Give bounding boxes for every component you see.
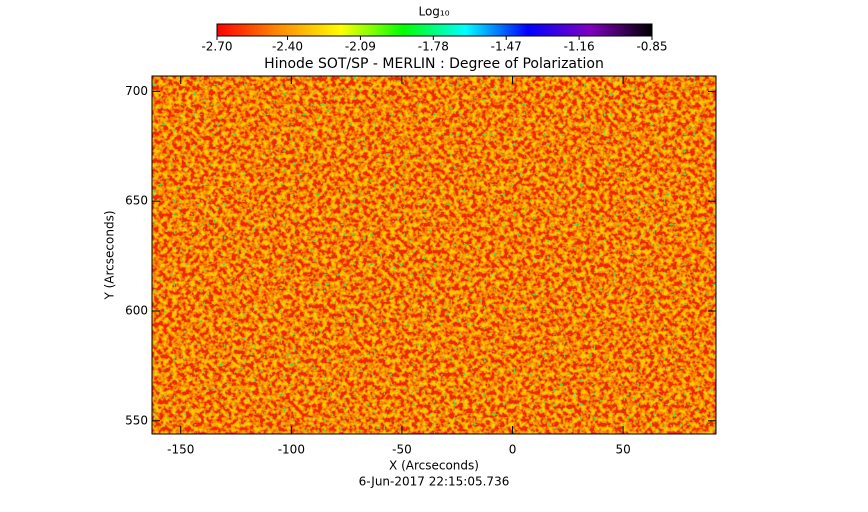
chart-title: Hinode SOT/SP - MERLIN : Degree of Polar… [264, 56, 604, 72]
colorbar-tick-label: -1.47 [491, 40, 522, 54]
y-tick-label: 700 [125, 84, 148, 98]
colorbar-tick-label: -2.70 [201, 40, 232, 54]
x-axis-label: X (Arcseconds) [389, 459, 479, 473]
y-tick-label: 600 [125, 304, 148, 318]
colorbar-tick-label: -1.78 [418, 40, 449, 54]
y-tick-label: 550 [125, 413, 148, 427]
colorbar [216, 23, 653, 37]
y-tick-label: 650 [125, 194, 148, 208]
x-tick-label: -100 [278, 443, 305, 457]
colorbar-tick-label: -2.40 [272, 40, 303, 54]
x-tick-label: -50 [392, 443, 412, 457]
plot-frame [151, 75, 717, 435]
colorbar-label: Log₁₀ [418, 5, 449, 19]
colorbar-tick-label: -0.85 [636, 40, 667, 54]
x-tick-label: -150 [167, 443, 194, 457]
colorbar-tick-label: -2.09 [345, 40, 376, 54]
x-tick-label: 0 [509, 443, 517, 457]
colorbar-tick-label: -1.16 [564, 40, 595, 54]
image [152, 76, 716, 434]
x-tick-label: 50 [615, 443, 630, 457]
y-axis-label: Y (Arcseconds) [103, 210, 117, 300]
footer: 6-Jun-2017 22:15:05.736 [359, 475, 510, 489]
